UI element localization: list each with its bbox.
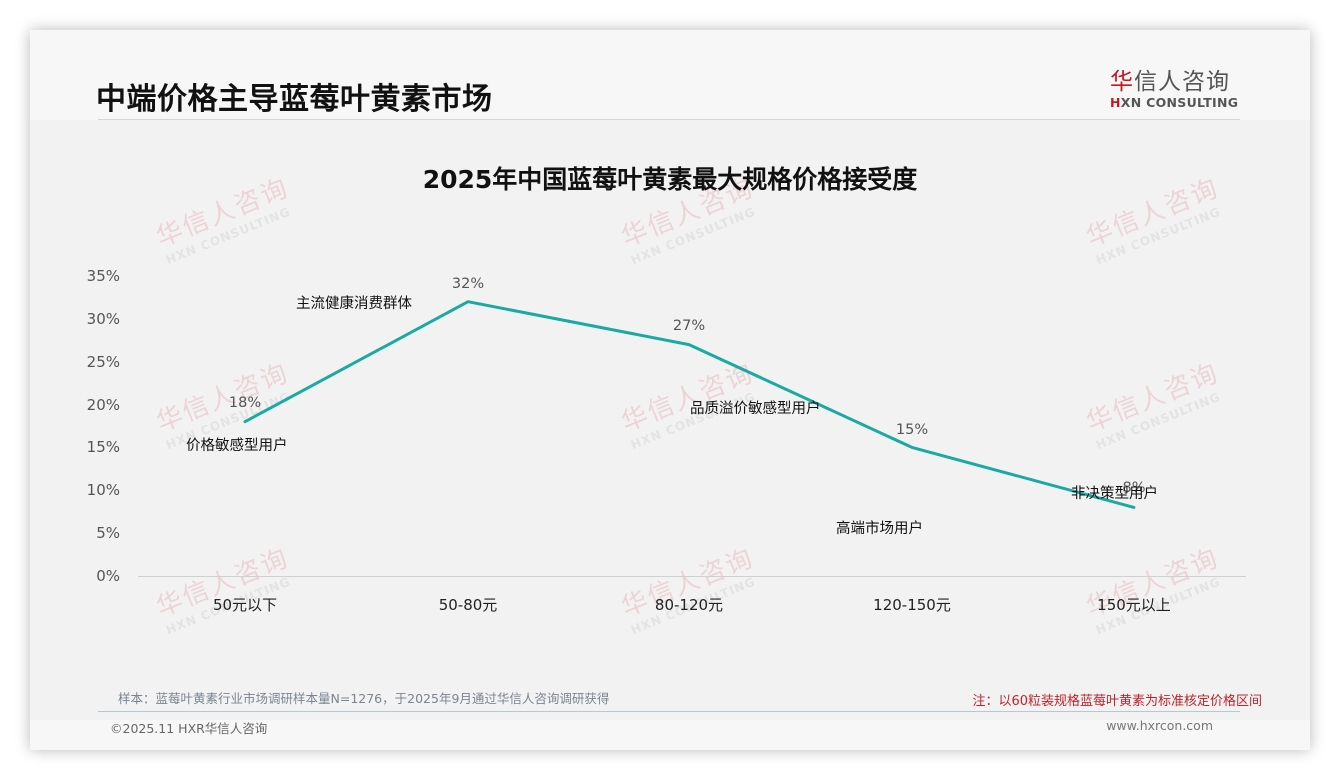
annotation-price-sensitive: 价格敏感型用户: [186, 438, 288, 454]
x-tick: 120-150元: [873, 596, 951, 614]
data-label: 32%: [451, 276, 485, 292]
page-title: 中端价格主导蓝莓叶黄素市场: [96, 82, 493, 117]
y-tick: 15%: [86, 438, 120, 456]
x-axis-line: [138, 576, 1246, 577]
annotation-high-end: 高端市场用户: [836, 521, 923, 537]
website-url: www.hxrcon.com: [1106, 718, 1213, 733]
y-tick: 5%: [96, 524, 120, 542]
x-tick: 50-80元: [438, 596, 498, 614]
company-logo: 华信人咨询 HXN CONSULTING: [1110, 62, 1260, 110]
annotation-non-decision: 非决策型用户: [1071, 486, 1158, 502]
x-tick: 50元以下: [212, 596, 278, 614]
sample-note: 样本：蓝莓叶黄素行业市场调研样本量N=1276，于2025年9月通过华信人咨询调…: [118, 691, 610, 706]
x-tick: 80-120元: [654, 596, 724, 614]
footer-divider: [98, 711, 1240, 712]
x-tick: 150元以上: [1097, 596, 1171, 614]
data-label: 27%: [672, 318, 706, 334]
content-background: [30, 120, 1310, 720]
annotation-mainstream: 主流健康消费群体: [296, 296, 412, 312]
y-tick: 20%: [86, 396, 120, 414]
y-tick: 10%: [86, 481, 120, 499]
annotation-quality-premium: 品质溢价敏感型用户: [690, 401, 821, 417]
price-note: 注：以60粒装规格蓝莓叶黄素为标准核定价格区间: [972, 694, 1262, 709]
title-divider: [98, 119, 1240, 120]
logo-chinese: 华信人咨询: [1110, 69, 1230, 95]
logo-english: HXN CONSULTING: [1110, 95, 1239, 110]
line-series: [243, 300, 1136, 509]
data-label: 8%: [1122, 480, 1146, 496]
y-tick: 0%: [96, 567, 120, 585]
data-label: 18%: [228, 395, 262, 411]
data-label: 15%: [895, 422, 929, 438]
copyright: ©2025.11 HXR华信人咨询: [110, 721, 268, 736]
y-tick: 25%: [86, 353, 120, 371]
y-tick: 35%: [86, 267, 120, 285]
chart-title: 2025年中国蓝莓叶黄素最大规格价格接受度: [422, 165, 918, 194]
y-tick: 30%: [86, 310, 120, 328]
